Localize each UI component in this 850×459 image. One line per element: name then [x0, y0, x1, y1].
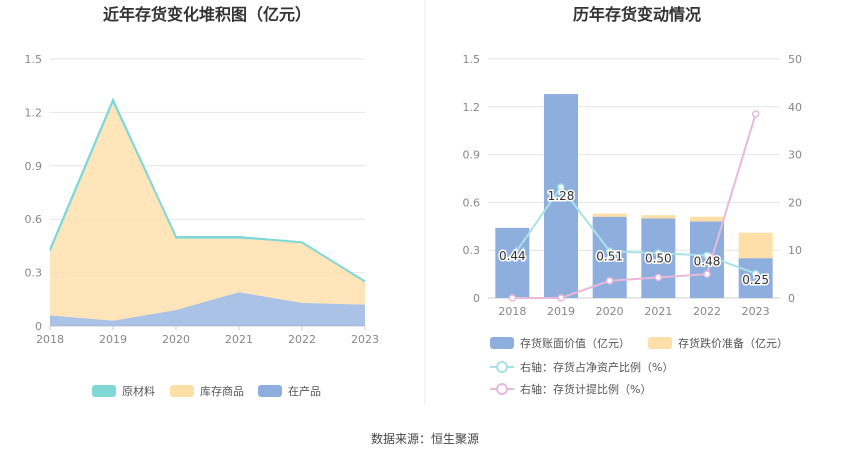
provision-ratio-point — [508, 294, 517, 302]
legend-swatch-book-value — [490, 337, 514, 349]
left-legend-swatch — [92, 385, 116, 397]
right-y-left-tick-label: 1.5 — [463, 53, 481, 66]
book-value-bar — [544, 94, 578, 298]
right-y-right-tick-label: 30 — [788, 149, 802, 162]
book-value-bar — [738, 258, 773, 298]
impairment-bar — [738, 232, 773, 259]
left-x-tick-label: 2019 — [99, 333, 127, 346]
left-legend-label: 原材料 — [122, 384, 155, 398]
impairment-bar — [641, 215, 676, 219]
right-y-right-tick-label: 20 — [788, 196, 802, 209]
right-bars — [495, 94, 773, 298]
left-y-tick-label: 0.6 — [25, 213, 43, 226]
book-value-bar — [495, 227, 530, 298]
left-areas — [49, 97, 366, 326]
right-axis: 0 0.3 0.6 0.9 1.2 1.5 0 10 20 30 40 50 2018 2019 2020 2… — [463, 53, 803, 318]
left-axis: 0 0.3 0.6 0.9 1.2 1.5 2018 2019 2020 2021 2022 2023 — [25, 53, 380, 346]
legend-item-net-assets-ratio: 右轴：存货占净资产比例（%） — [490, 360, 673, 374]
left-y-tick-label: 1.5 — [25, 53, 43, 66]
provision-ratio-point — [605, 277, 614, 285]
legend-swatch-impairment — [648, 337, 672, 349]
legend-marker-net-assets-ratio — [496, 361, 508, 373]
net-assets-ratio-point — [703, 251, 711, 260]
left-legend-label: 库存商品 — [200, 384, 244, 398]
legend-label-net-assets-ratio: 右轴：存货占净资产比例（%） — [520, 360, 673, 374]
left-x-tick-label: 2021 — [225, 333, 253, 346]
net-assets-ratio-point — [508, 253, 517, 262]
raw-material-line — [49, 97, 366, 283]
book-value-bar — [641, 218, 676, 298]
left-x-tick-label: 2023 — [351, 333, 379, 346]
legend-item-book-value: 存货账面价值（亿元） — [490, 336, 630, 350]
net-assets-ratio-line — [511, 185, 757, 275]
right-x-tick-label: 2023 — [742, 305, 770, 318]
legend-item-provision-ratio: 右轴：存货计提比例（%） — [490, 382, 651, 396]
net-assets-ratio-point — [654, 249, 663, 257]
net-assets-ratio-point — [605, 247, 614, 255]
net-assets-ratio-point — [751, 269, 760, 278]
legend-label-impairment: 存货跌价准备（亿元） — [678, 336, 788, 350]
right-x-tick-label: 2020 — [596, 305, 624, 318]
left-chart-title: 近年存货变化堆积图（亿元） — [103, 5, 311, 24]
right-x-tick-label: 2021 — [644, 305, 672, 318]
right-y-left-tick-label: 0 — [473, 292, 480, 305]
right-y-right-tick-label: 40 — [788, 101, 802, 114]
right-lines — [508, 110, 760, 302]
inventory-change-chart: 历年存货变动情况 0.44 1.28 0.51 0.50 0.48 0.25 0 0.3 0.… — [463, 5, 803, 396]
provision-ratio-line — [512, 113, 757, 299]
left-legend-label: 在产品 — [288, 384, 321, 398]
book-value-label: 0.50 — [645, 251, 672, 265]
right-x-tick-label: 2022 — [693, 305, 721, 318]
left-legend-item: 原材料 — [92, 384, 155, 398]
right-y-right-tick-label: 10 — [788, 244, 802, 257]
legend-marker-provision-ratio — [496, 383, 508, 395]
right-bar-labels: 0.44 1.28 0.51 0.50 0.48 0.25 — [497, 188, 770, 289]
legend-item-impairment: 存货跌价准备（亿元） — [648, 336, 788, 350]
left-x-tick-label: 2018 — [36, 333, 64, 346]
provision-ratio-point — [703, 270, 711, 278]
left-x-tick-label: 2022 — [288, 333, 316, 346]
right-x-tick-label: 2018 — [498, 305, 526, 318]
legend-label-book-value: 存货账面价值（亿元） — [520, 336, 630, 350]
provision-ratio-point — [654, 273, 663, 282]
right-y-left-tick-label: 1.2 — [463, 101, 481, 114]
left-legend-swatch — [170, 385, 194, 397]
net-assets-ratio-point — [557, 183, 565, 191]
right-chart-title: 历年存货变动情况 — [573, 5, 701, 24]
right-y-left-tick-label: 0.3 — [463, 244, 481, 257]
right-y-right-tick-label: 0 — [788, 292, 795, 305]
book-value-label: 0.48 — [694, 255, 721, 269]
right-y-left-tick-label: 0.6 — [463, 196, 481, 209]
book-value-label: 1.28 — [548, 189, 575, 203]
left-y-tick-label: 0 — [35, 320, 42, 333]
right-y-left-tick-label: 0.9 — [463, 149, 481, 162]
book-value-label: 0.44 — [499, 249, 526, 263]
right-y-right-tick-label: 50 — [788, 53, 802, 66]
stacked-area-chart: 近年存货变化堆积图（亿元） 0 0.3 0.6 0.9 1.2 1.5 2018 2019 20… — [25, 5, 380, 398]
impairment-bar — [592, 213, 627, 217]
right-legend: 存货账面价值（亿元） 存货跌价准备（亿元） 右轴：存货占净资产比例（%） 右轴：存货计… — [490, 336, 788, 396]
left-x-tick-label: 2020 — [162, 333, 190, 346]
left-legend-item: 库存商品 — [170, 384, 244, 398]
finished-goods-area — [50, 103, 365, 321]
left-legend-swatch — [258, 385, 282, 397]
left-y-tick-label: 0.9 — [25, 160, 43, 173]
left-y-tick-label: 1.2 — [25, 106, 43, 119]
legend-label-provision-ratio: 右轴：存货计提比例（%） — [520, 382, 651, 396]
left-legend-item: 在产品 — [258, 384, 321, 398]
book-value-label: 0.25 — [742, 273, 769, 287]
right-x-tick-label: 2019 — [547, 305, 575, 318]
impairment-bar — [690, 216, 724, 222]
provision-ratio-point — [557, 294, 565, 302]
provision-ratio-point — [751, 110, 760, 118]
wip-area — [50, 292, 365, 326]
left-legend: 原材料 库存商品 在产品 — [92, 384, 321, 398]
left-y-tick-label: 0.3 — [25, 267, 43, 280]
data-source: 数据来源：恒生聚源 — [371, 431, 479, 446]
book-value-label: 0.51 — [596, 250, 623, 264]
